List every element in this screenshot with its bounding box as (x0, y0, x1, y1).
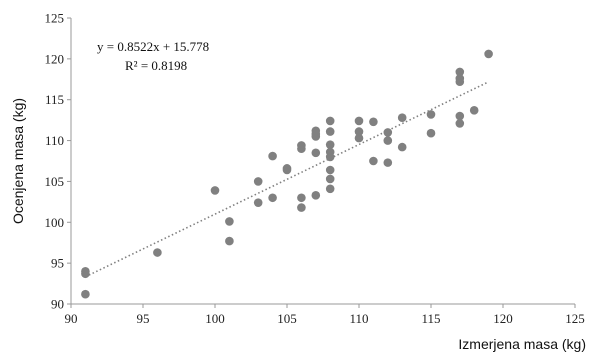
data-point (297, 144, 306, 154)
y-tick-label: 95 (51, 256, 64, 271)
x-tick-label: 125 (565, 311, 585, 326)
data-point (426, 128, 436, 138)
data-point (369, 117, 378, 127)
data-point (354, 133, 364, 143)
x-tick-label: 105 (277, 311, 297, 326)
x-tick-label: 90 (65, 311, 78, 326)
axes (67, 17, 576, 308)
data-point (354, 127, 364, 136)
data-point (225, 236, 234, 246)
data-point (311, 191, 321, 200)
data-point (325, 116, 335, 126)
data-point (297, 193, 306, 203)
data-point (210, 186, 220, 195)
data-point (325, 140, 335, 149)
data-point (383, 136, 393, 145)
data-point (354, 116, 364, 126)
y-tick-label: 110 (45, 133, 64, 148)
y-tick-label: 115 (45, 92, 64, 107)
data-point (325, 152, 335, 162)
data-point (325, 174, 335, 184)
data-point (469, 106, 479, 115)
y-tick-label: 90 (51, 297, 64, 312)
data-point (268, 193, 277, 203)
data-point (397, 113, 407, 122)
data-point (282, 165, 292, 175)
r-squared-label: R² = 0.8198 (125, 58, 187, 73)
data-point (311, 148, 321, 158)
x-tick-label: 120 (493, 311, 513, 326)
tick-labels: 90 95 100 105 110 115 120 125 90 95 100 105 110 115 12… (45, 11, 585, 327)
data-point (325, 127, 335, 136)
regression-equation: y = 0.8522x + 15.778 (97, 39, 209, 54)
data-point (153, 248, 162, 257)
data-point (455, 111, 465, 121)
data-point (81, 267, 90, 276)
x-axis-title: Izmerjena masa (kg) (458, 336, 586, 352)
data-point (268, 151, 277, 161)
y-axis-title: Ocenjena masa (kg) (10, 98, 26, 224)
data-point (369, 156, 378, 166)
data-point (455, 119, 465, 128)
data-point (81, 289, 90, 299)
y-tick-label: 105 (45, 174, 65, 189)
data-point (253, 198, 263, 207)
data-point (383, 158, 393, 167)
data-point (455, 77, 465, 87)
data-point (311, 132, 321, 141)
data-point (325, 165, 335, 175)
y-tick-label: 125 (45, 11, 65, 26)
data-point (325, 184, 335, 194)
y-tick-label: 120 (45, 51, 65, 66)
data-point (225, 217, 234, 226)
data-point (383, 128, 393, 137)
data-point (253, 177, 263, 186)
data-point (397, 142, 407, 152)
data-point (455, 67, 465, 77)
data-point (426, 110, 436, 119)
y-tick-label: 100 (45, 215, 65, 230)
x-tick-label: 100 (205, 311, 225, 326)
data-point (297, 203, 306, 212)
x-tick-label: 95 (137, 311, 150, 326)
x-tick-label: 115 (421, 311, 440, 326)
x-tick-label: 110 (349, 311, 368, 326)
data-points (81, 49, 493, 299)
trendline (85, 81, 489, 278)
data-point (484, 49, 493, 59)
